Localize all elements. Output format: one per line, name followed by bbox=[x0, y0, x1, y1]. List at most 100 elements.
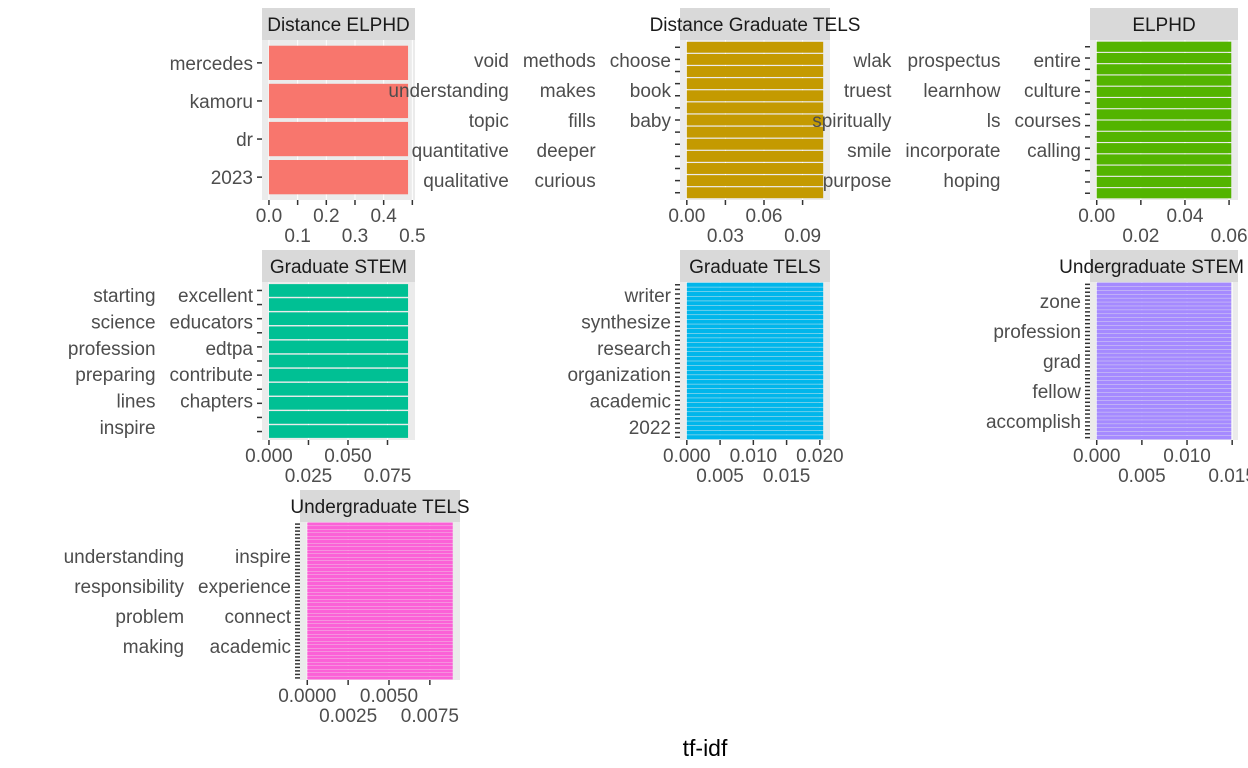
x-tick-label: 0.005 bbox=[1118, 466, 1166, 487]
bar bbox=[1096, 376, 1232, 381]
bar bbox=[686, 351, 824, 357]
x-tick-label: 0.2 bbox=[313, 206, 339, 227]
bar bbox=[1096, 372, 1232, 377]
bar bbox=[307, 658, 453, 662]
bar bbox=[1096, 131, 1232, 142]
bar bbox=[268, 45, 409, 80]
y-tick-label: organization bbox=[567, 365, 671, 386]
bar bbox=[686, 310, 824, 315]
bar bbox=[268, 425, 409, 438]
bar bbox=[1096, 109, 1232, 120]
panel-background bbox=[680, 282, 830, 440]
x-tick-label: 0.06 bbox=[746, 206, 783, 227]
bar bbox=[307, 609, 453, 614]
x-tick-label: 0.5 bbox=[399, 226, 425, 247]
bar bbox=[686, 416, 824, 421]
bar bbox=[686, 150, 824, 162]
bar bbox=[686, 384, 824, 389]
y-tick-label: curious bbox=[534, 171, 595, 192]
bar bbox=[686, 407, 824, 412]
bar bbox=[1096, 384, 1232, 389]
x-tick-label: 0.04 bbox=[1166, 206, 1203, 227]
facet-strip bbox=[1090, 250, 1238, 282]
bar bbox=[686, 393, 824, 398]
bar bbox=[686, 338, 824, 343]
bar bbox=[307, 588, 453, 593]
x-tick-label: 0.015 bbox=[1208, 466, 1248, 487]
bar bbox=[268, 368, 409, 382]
bar bbox=[686, 365, 824, 371]
y-tick-label: quantitative bbox=[412, 141, 509, 162]
x-tick-label: 0.075 bbox=[364, 466, 412, 487]
y-tick-label: purpose bbox=[823, 171, 892, 192]
bar bbox=[686, 138, 824, 150]
y-tick-label: mercedes bbox=[170, 54, 253, 75]
bar bbox=[686, 333, 824, 338]
bar bbox=[307, 599, 453, 603]
bar bbox=[268, 382, 409, 396]
y-tick-label: spiritually bbox=[812, 111, 892, 132]
bar bbox=[686, 114, 824, 126]
bar bbox=[686, 435, 824, 440]
bar bbox=[686, 402, 824, 407]
bar bbox=[1096, 424, 1232, 428]
bar bbox=[307, 655, 453, 659]
x-tick-label: 0.03 bbox=[707, 226, 744, 247]
bar bbox=[307, 662, 453, 666]
y-tick-label: problem bbox=[115, 607, 184, 628]
bar bbox=[686, 175, 824, 187]
bar bbox=[1096, 416, 1232, 420]
bar bbox=[307, 585, 453, 589]
bar bbox=[268, 340, 409, 354]
y-tick-label: inspire bbox=[235, 547, 291, 568]
bar bbox=[268, 83, 409, 119]
bar bbox=[307, 602, 453, 607]
y-tick-label: inspire bbox=[100, 418, 156, 439]
x-tick-label: 0.0075 bbox=[401, 706, 459, 727]
y-tick-label: experience bbox=[198, 577, 291, 598]
bar bbox=[307, 564, 453, 568]
bar bbox=[307, 592, 453, 596]
bar bbox=[307, 672, 453, 676]
x-tick-label: 0.050 bbox=[324, 446, 372, 467]
x-tick-label: 0.025 bbox=[285, 466, 333, 487]
bar bbox=[307, 522, 453, 526]
y-tick-label: starting bbox=[93, 286, 155, 307]
bar bbox=[686, 66, 824, 77]
bar bbox=[307, 637, 453, 642]
bar bbox=[1096, 120, 1232, 131]
bar bbox=[307, 613, 453, 617]
bar bbox=[686, 324, 824, 329]
y-tick-label: grad bbox=[1043, 352, 1081, 373]
bar bbox=[1096, 353, 1232, 357]
bar bbox=[1096, 428, 1232, 432]
bar bbox=[307, 665, 453, 669]
y-tick-label: contribute bbox=[170, 365, 253, 386]
bar bbox=[1096, 392, 1232, 397]
bar bbox=[307, 616, 453, 621]
bar bbox=[686, 301, 824, 306]
bar bbox=[686, 53, 824, 65]
bar bbox=[307, 557, 453, 561]
bar bbox=[1096, 369, 1232, 373]
bar bbox=[686, 425, 824, 431]
bar bbox=[686, 102, 824, 114]
panel-background bbox=[1090, 40, 1238, 200]
bar bbox=[307, 620, 453, 624]
bar bbox=[686, 163, 824, 174]
y-tick-label: courses bbox=[1014, 111, 1081, 132]
bar bbox=[686, 370, 824, 375]
bar bbox=[1096, 349, 1232, 353]
y-tick-label: 2022 bbox=[629, 418, 671, 439]
x-tick-label: 0.0050 bbox=[360, 686, 418, 707]
bar bbox=[1096, 400, 1232, 405]
x-tick-label: 0.010 bbox=[1163, 446, 1211, 467]
bar bbox=[1096, 154, 1232, 165]
y-tick-label: ls bbox=[987, 111, 1001, 132]
bar bbox=[1096, 321, 1232, 326]
bar bbox=[686, 282, 824, 287]
y-tick-label: zone bbox=[1040, 292, 1081, 313]
bar bbox=[1096, 357, 1232, 361]
bar bbox=[307, 578, 453, 582]
bar bbox=[1096, 143, 1232, 154]
